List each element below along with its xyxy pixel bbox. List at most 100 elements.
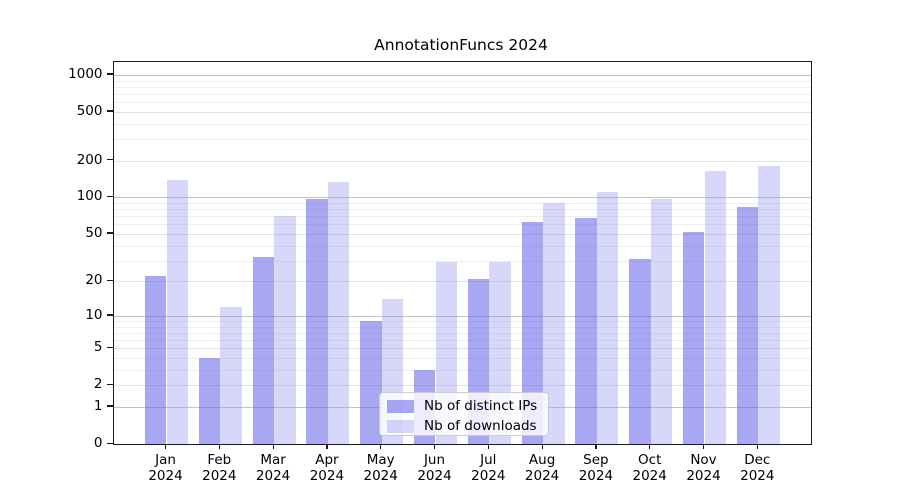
y-tick-label: 100	[76, 188, 103, 205]
legend-swatch-downloads	[387, 419, 414, 433]
x-tick-mark	[487, 444, 489, 449]
y-tick-label: 5	[93, 339, 103, 356]
gridline	[113, 385, 811, 387]
chart-title: AnnotationFuncs 2024	[374, 36, 548, 54]
x-tick-mark	[165, 444, 167, 449]
x-tick-label: Oct 2024	[632, 452, 667, 484]
gridline	[113, 348, 811, 350]
bar-distinct-ips-sep	[575, 217, 597, 444]
x-tick-label: Feb 2024	[202, 452, 237, 484]
x-tick-mark	[649, 444, 651, 449]
y-tick-label: 10	[85, 306, 103, 323]
bar-downloads-dec	[758, 166, 780, 444]
x-tick-mark	[595, 444, 597, 449]
bar-downloads-oct	[650, 198, 673, 444]
legend-label-downloads: Nb of downloads	[424, 418, 537, 434]
x-tick-label: Nov 2024	[686, 452, 721, 484]
gridline	[113, 102, 811, 104]
x-tick-label: May 2024	[363, 452, 398, 484]
x-tick-mark	[434, 444, 436, 449]
gridline	[113, 80, 811, 82]
gridline	[113, 281, 811, 283]
gridline	[113, 233, 811, 235]
y-tick-mark	[106, 159, 113, 161]
y-tick-mark	[106, 405, 113, 407]
gridline	[113, 139, 811, 141]
bar-downloads-jan	[166, 179, 189, 444]
bar-downloads-sep	[596, 191, 619, 444]
gridline	[113, 369, 811, 371]
gridline	[113, 326, 811, 328]
x-tick-label: Sep 2024	[578, 452, 614, 484]
gridline	[113, 358, 811, 359]
y-tick-mark	[106, 314, 113, 316]
legend-item-downloads: Nb of downloads	[387, 417, 548, 435]
x-tick-mark	[756, 444, 758, 449]
x-tick-mark	[326, 444, 328, 449]
gridline	[113, 340, 811, 342]
x-tick-mark	[218, 444, 220, 449]
y-tick-label: 200	[76, 151, 103, 168]
x-tick-mark	[541, 444, 543, 449]
x-tick-label: Mar 2024	[255, 452, 291, 484]
gridline	[113, 320, 811, 322]
y-tick-mark	[106, 195, 113, 198]
legend: Nb of distinct IPs Nb of downloads	[379, 392, 549, 436]
x-tick-mark	[272, 444, 274, 449]
y-tick-label: 50	[85, 224, 103, 241]
bar-distinct-ips-feb	[198, 358, 221, 444]
bar-distinct-ips-mar	[252, 257, 275, 444]
bar-downloads-nov	[704, 170, 727, 444]
x-tick-mark	[380, 444, 382, 449]
bar-downloads-mar	[274, 216, 296, 444]
bar-distinct-ips-may	[360, 320, 382, 444]
y-tick-mark	[106, 110, 113, 112]
y-tick-label: 1	[93, 397, 103, 414]
y-tick-mark	[106, 346, 113, 348]
plot-area	[112, 60, 812, 445]
gridline	[113, 160, 811, 162]
x-tick-mark	[703, 444, 705, 449]
gridline	[113, 260, 811, 262]
gridline	[113, 86, 811, 88]
gridline	[113, 216, 811, 218]
y-tick-mark	[106, 73, 113, 75]
y-tick-label: 500	[76, 102, 103, 119]
gridline	[113, 332, 811, 334]
gridline	[113, 202, 811, 204]
y-tick-label: 20	[85, 272, 103, 289]
y-tick-mark	[106, 232, 113, 234]
bar-distinct-ips-dec	[736, 207, 759, 444]
x-tick-label: Jun 2024	[417, 452, 452, 484]
gridline	[113, 197, 811, 199]
y-tick-mark	[106, 442, 113, 444]
legend-item-distinct-ips: Nb of distinct IPs	[387, 397, 548, 415]
x-tick-label: Jul 2024	[471, 452, 506, 484]
gridline	[113, 123, 811, 125]
bar-distinct-ips-oct	[629, 258, 651, 444]
gridline	[113, 93, 811, 95]
y-tick-mark	[106, 279, 113, 282]
gridline	[113, 111, 811, 113]
y-tick-mark	[106, 383, 113, 385]
gridline	[113, 209, 811, 211]
y-tick-label: 1000	[68, 65, 103, 82]
bar-downloads-aug	[543, 203, 565, 444]
bar-distinct-ips-nov	[682, 231, 705, 444]
x-tick-label: Aug 2024	[524, 452, 560, 484]
bar-distinct-ips-apr	[306, 199, 328, 444]
x-tick-label: Jan 2024	[148, 452, 183, 484]
gridline	[113, 224, 811, 226]
gridline	[113, 74, 811, 76]
legend-swatch-distinct-ips	[387, 399, 414, 413]
bar-downloads-feb	[220, 306, 242, 444]
x-tick-label: Apr 2024	[309, 452, 345, 484]
legend-label-distinct-ips: Nb of distinct IPs	[424, 398, 538, 414]
bar-distinct-ips-jan	[144, 276, 167, 444]
gridline	[113, 245, 811, 247]
gridline	[113, 315, 811, 317]
bar-downloads-apr	[327, 181, 350, 444]
y-tick-label: 2	[93, 376, 103, 393]
y-tick-label: 0	[93, 435, 103, 451]
